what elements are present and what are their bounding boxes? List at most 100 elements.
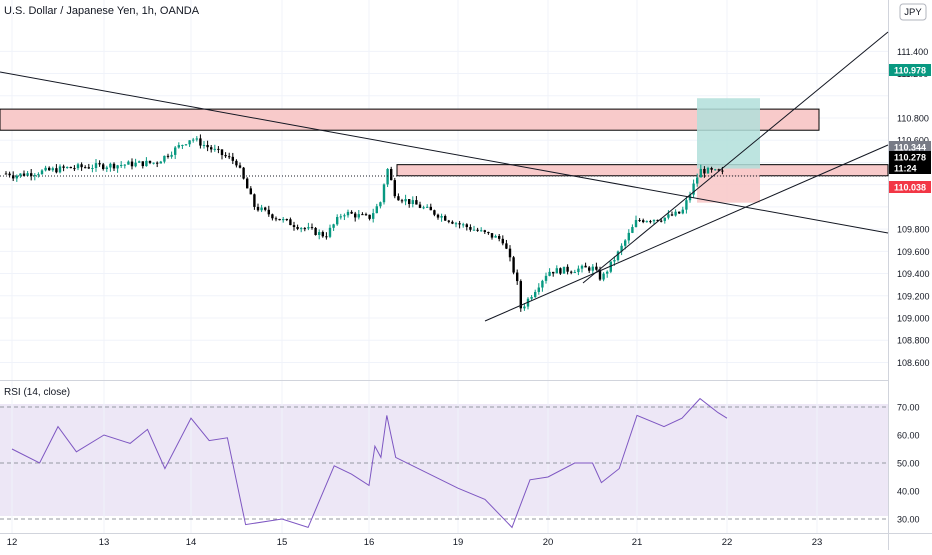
candle-body — [231, 156, 234, 161]
candle-body — [498, 235, 501, 239]
candle-body — [170, 154, 173, 157]
candle-body — [598, 269, 602, 280]
candle-body — [271, 214, 274, 219]
currency-badge: JPY — [904, 7, 922, 18]
candle-body — [562, 266, 566, 274]
candle-body — [12, 175, 15, 179]
candle-body — [692, 183, 695, 195]
time-tick-label: 19 — [453, 537, 464, 548]
rsi-tick-label: 30.00 — [897, 515, 920, 525]
candle-body — [714, 169, 717, 171]
candle-body — [264, 207, 267, 210]
price-tick-label: 110.600 — [897, 136, 929, 146]
candle-body — [685, 200, 688, 210]
candle-body — [469, 227, 472, 230]
candle-body — [199, 138, 202, 146]
candle-body — [552, 271, 555, 274]
candle-body — [570, 271, 573, 273]
candle-body — [80, 164, 83, 168]
candle-body — [242, 167, 245, 179]
candle-body — [361, 214, 364, 216]
candle-body — [573, 272, 576, 274]
candle-body — [69, 166, 72, 169]
candle-body — [706, 167, 710, 174]
candle-body — [620, 245, 623, 252]
candle-body — [454, 223, 458, 225]
candle-body — [48, 167, 51, 171]
candle-body — [192, 139, 195, 141]
candle-body — [195, 138, 198, 140]
supply-zone-upper — [0, 108, 820, 131]
candle-body — [91, 168, 94, 170]
candle-body — [102, 164, 105, 169]
candle-body — [634, 220, 638, 228]
trendline-ascending-steep — [582, 31, 889, 284]
candle-body — [235, 160, 238, 166]
candle-body — [656, 219, 659, 221]
candle-body — [321, 232, 324, 237]
candle-body — [490, 233, 494, 238]
candle-body — [145, 160, 148, 167]
candle-body — [472, 229, 476, 231]
candle-body — [256, 206, 260, 211]
price-tick-label: 109.400 — [897, 269, 930, 279]
candle-body — [523, 306, 526, 309]
candle-body — [519, 281, 522, 309]
candle-body — [624, 240, 627, 246]
price-axis[interactable]: 111.400111.200110.800110.600110.400109.8… — [889, 47, 931, 368]
candle-body — [613, 260, 616, 262]
candle-body — [246, 178, 249, 189]
candle-body — [188, 140, 191, 145]
candle-body — [483, 230, 486, 232]
candle-body — [300, 228, 303, 230]
time-axis[interactable]: 12 13 14 15 16 19 20 21 22 23 — [7, 537, 823, 548]
candle-body — [375, 206, 378, 214]
candle-body — [174, 147, 177, 155]
candle-body — [62, 166, 65, 168]
time-tick-label: 16 — [364, 537, 375, 548]
candle-body — [426, 206, 429, 208]
candle-body — [400, 200, 404, 202]
candle-body — [390, 169, 393, 181]
candle-body — [206, 144, 209, 148]
candle-body — [94, 163, 98, 169]
candle-body — [508, 248, 512, 258]
price-badge: 11:24 — [894, 164, 917, 174]
candle-body — [440, 216, 443, 218]
currency-badge-box[interactable] — [899, 3, 927, 21]
time-tick-label: 13 — [99, 537, 110, 548]
candle-body — [642, 220, 645, 223]
time-tick-label: 12 — [7, 537, 18, 548]
candle-body — [422, 207, 425, 209]
rsi-axis[interactable]: 70.00 60.00 50.00 40.00 30.00 — [897, 403, 920, 525]
candle-body — [328, 227, 332, 237]
candle-body — [404, 199, 407, 202]
candle-body — [238, 165, 242, 168]
candle-body — [595, 266, 598, 270]
candle-body — [314, 227, 317, 235]
candle-body — [4, 173, 8, 175]
candle-body — [98, 163, 101, 165]
candle-body — [73, 168, 76, 170]
candle-body — [267, 209, 270, 215]
rsi-label: RSI (14, close) — [4, 387, 70, 398]
time-tick-label: 21 — [632, 537, 643, 548]
candle-body — [303, 228, 306, 230]
candle-body — [138, 161, 141, 163]
candle-body — [19, 173, 22, 176]
candle-body — [415, 200, 418, 205]
candle-body — [346, 211, 350, 216]
candle-body — [217, 148, 220, 150]
candle-body — [310, 227, 314, 229]
candle-body — [166, 155, 170, 157]
candle-body — [447, 220, 450, 222]
supply-zone-lower — [396, 164, 889, 177]
candle-body — [22, 173, 26, 176]
candle-body — [354, 213, 357, 218]
candle-body — [55, 168, 58, 173]
candle-body — [177, 145, 180, 148]
candle-body — [530, 297, 533, 299]
price-badge: 110.978 — [894, 66, 926, 76]
